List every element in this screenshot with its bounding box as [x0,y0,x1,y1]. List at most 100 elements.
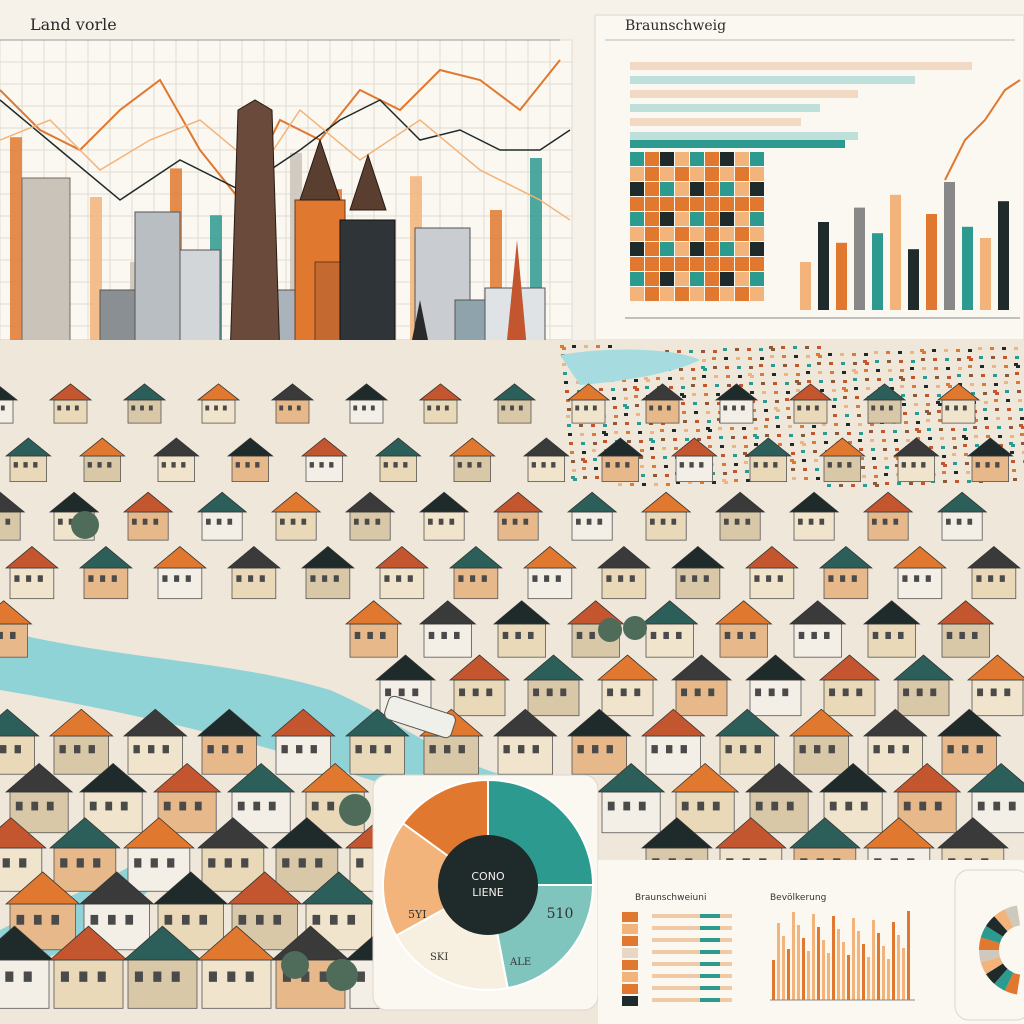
house-window [237,801,245,811]
roof-dot [922,351,926,354]
roof-dot [684,429,688,432]
house-window [436,405,440,411]
house [196,925,277,1009]
roof-dot [925,410,929,413]
house-window [975,462,980,468]
house-window [615,462,620,468]
roof-dot [733,470,737,473]
house-window [311,801,319,811]
house-window [279,405,284,411]
trend-line-dark [0,99,571,201]
roof-dot [626,431,630,434]
legend-bars-chart [622,912,732,1006]
house-wall [349,399,384,424]
heatmap-cell [735,242,749,256]
roof-dot [817,362,821,365]
house-window [310,575,316,582]
roof-dot [771,364,775,367]
vertical-bar [890,194,901,310]
house-window [364,518,370,525]
roof-dot [901,394,905,397]
heatmap-cell [750,182,764,196]
roof-dot [623,404,627,407]
roof-dot [613,422,617,425]
roof-dot [769,346,773,349]
roof-dot [811,432,815,435]
house-roof [862,600,921,625]
house-window [174,575,180,582]
spark-bar [872,920,875,1000]
house-window [699,462,704,468]
roof-dot [818,371,822,374]
house-window [296,745,303,754]
house-window [140,405,144,411]
house-window [681,688,688,697]
house-window [58,518,63,525]
house-wall [941,399,976,424]
house-roof [4,871,81,905]
roof-dot [1006,399,1010,402]
house-window [934,801,942,811]
house-window [663,631,669,640]
bottom-mid-chart-title: Bevölkerung [770,893,826,903]
house-wall [823,455,861,483]
roof-dot [1018,399,1022,402]
roof-dot [899,360,903,363]
legend-bar [652,962,732,966]
roof-dot [572,469,576,472]
roof-dot [864,353,868,356]
heatmap-cell [630,227,644,241]
house-window [840,575,846,582]
roof-dot [819,380,823,383]
house-window [551,462,556,468]
legend-bar-accent [700,950,720,954]
house-roof [670,546,725,569]
house-wall [201,511,243,541]
roof-dot [560,345,564,348]
roof-dot [718,427,722,430]
house [566,708,632,775]
roof-dot [702,359,706,362]
house-window [171,971,180,982]
roof-dot [938,419,942,422]
house-window [515,631,521,640]
house [522,654,585,717]
legend-bar [652,914,732,918]
house-roof [818,546,873,569]
house-window [88,745,95,754]
roof-dot [915,428,919,431]
house-window [74,745,81,754]
heatmap-cell [675,242,689,256]
roof-dot [964,453,968,456]
roof-dot [870,439,874,442]
roof-dot [583,460,587,463]
spark-bar [807,951,810,1000]
heatmap-cell [705,242,719,256]
house-roof [492,600,551,625]
roof-dot [882,439,886,442]
house-roof [122,925,203,961]
roof-dot [914,403,918,406]
house-window [380,631,386,640]
house-window [888,745,895,754]
roof-dot [654,483,658,486]
trend-line-peach [0,108,571,221]
roof-dot [833,398,837,401]
house [152,546,207,600]
roof-dot [661,438,665,441]
house-wall [497,735,553,775]
house-wall [423,623,472,658]
heatmap-cell [675,287,689,301]
house-wall [0,399,14,424]
vertical-bar [818,222,829,310]
roof-dot [700,481,704,484]
roof-dot [730,427,734,430]
roof-dot [669,386,673,389]
roof-dot [682,411,686,414]
house-window [589,631,595,640]
tree [339,794,371,826]
house-window [692,575,698,582]
roof-dot [752,409,756,412]
roof-dot [653,474,657,477]
roof-dot [904,421,908,424]
